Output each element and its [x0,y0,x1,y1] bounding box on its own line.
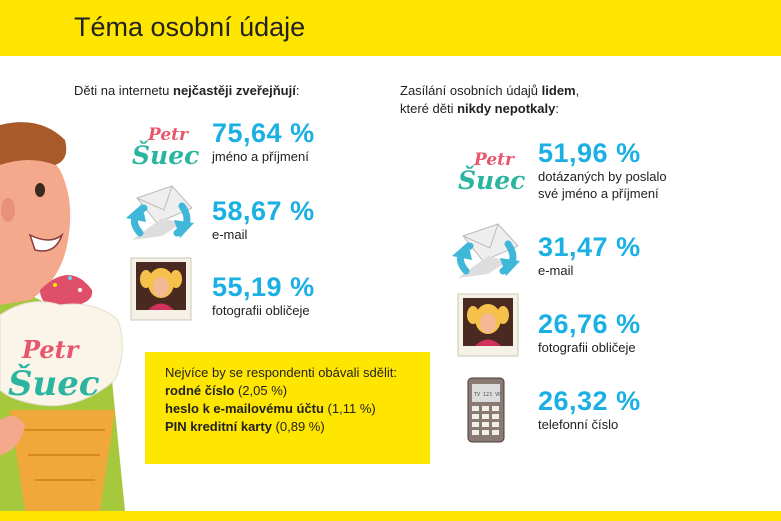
stat-percentage: 26,32 % [538,386,641,416]
left-intro: Děti na internetu nejčastěji zveřejňují: [74,83,300,98]
svg-text:Petr: Petr [147,125,189,145]
right-intro: Zasílání osobních údajů lidem, které dět… [400,83,580,116]
phone-icon: TV 123 VR [467,377,505,443]
stat-label: jméno a příjmení [212,149,309,164]
stat-label: fotografii obličeje [212,303,310,318]
stat-right-phone: 26,32 % telefonní číslo [538,386,641,433]
bottom-bar [0,511,781,521]
stat-percentage: 51,96 % [538,138,641,168]
logo-text-line1: Petr [21,335,81,364]
stat-percentage: 26,76 % [538,309,641,339]
stat-label: e-mail [212,227,248,242]
stat-left-name: 75,64 % jméno a příjmení [212,118,315,165]
stat-right-email: 31,47 % e-mail [538,232,641,279]
box-item: rodné číslo (2,05 %) [165,383,288,398]
photo-icon [457,293,519,357]
stat-left-email: 58,67 % e-mail [212,196,315,243]
stat-label: dotázaných by poslalo [538,169,667,184]
stat-percentage: 55,19 % [212,272,315,302]
svg-text:Petr: Petr [473,150,515,170]
boy-with-ice-cream-illustration: Petr Šuec [0,122,125,511]
email-icon [452,223,520,278]
email-icon [126,185,194,240]
box-item: heslo k e-mailovému účtu (1,11 %) [165,401,376,416]
stat-percentage: 31,47 % [538,232,641,262]
box-heading: Nejvíce by se respondenti obávali sdělit… [165,365,397,380]
photo-icon [130,257,192,321]
svg-text:TV 123 VR: TV 123 VR [474,392,502,398]
stat-percentage: 58,67 % [212,196,315,226]
svg-text:Šuec: Šuec [458,166,525,193]
stat-right-name: 51,96 % dotázaných by poslalo své jméno … [538,138,667,202]
concerns-box: Nejvíce by se respondenti obávali sdělit… [145,352,430,464]
stat-left-photo: 55,19 % fotografii obličeje [212,272,315,319]
name-logo-icon: Petr Šuec [132,125,199,168]
stat-label: fotografii obličeje [538,340,636,355]
stat-right-photo: 26,76 % fotografii obličeje [538,309,641,356]
header-banner: Téma osobní údaje [0,0,781,56]
page-title: Téma osobní údaje [74,12,306,42]
box-item: PIN kreditní karty (0,89 %) [165,419,325,434]
name-logo-icon: Petr Šuec [458,150,525,193]
svg-text:Šuec: Šuec [132,141,199,168]
stat-label: e-mail [538,263,574,278]
stat-label-line2: své jméno a příjmení [538,186,659,201]
stat-label: telefonní číslo [538,417,619,432]
stat-percentage: 75,64 % [212,118,315,148]
logo-text-line2: Šuec [8,363,100,404]
